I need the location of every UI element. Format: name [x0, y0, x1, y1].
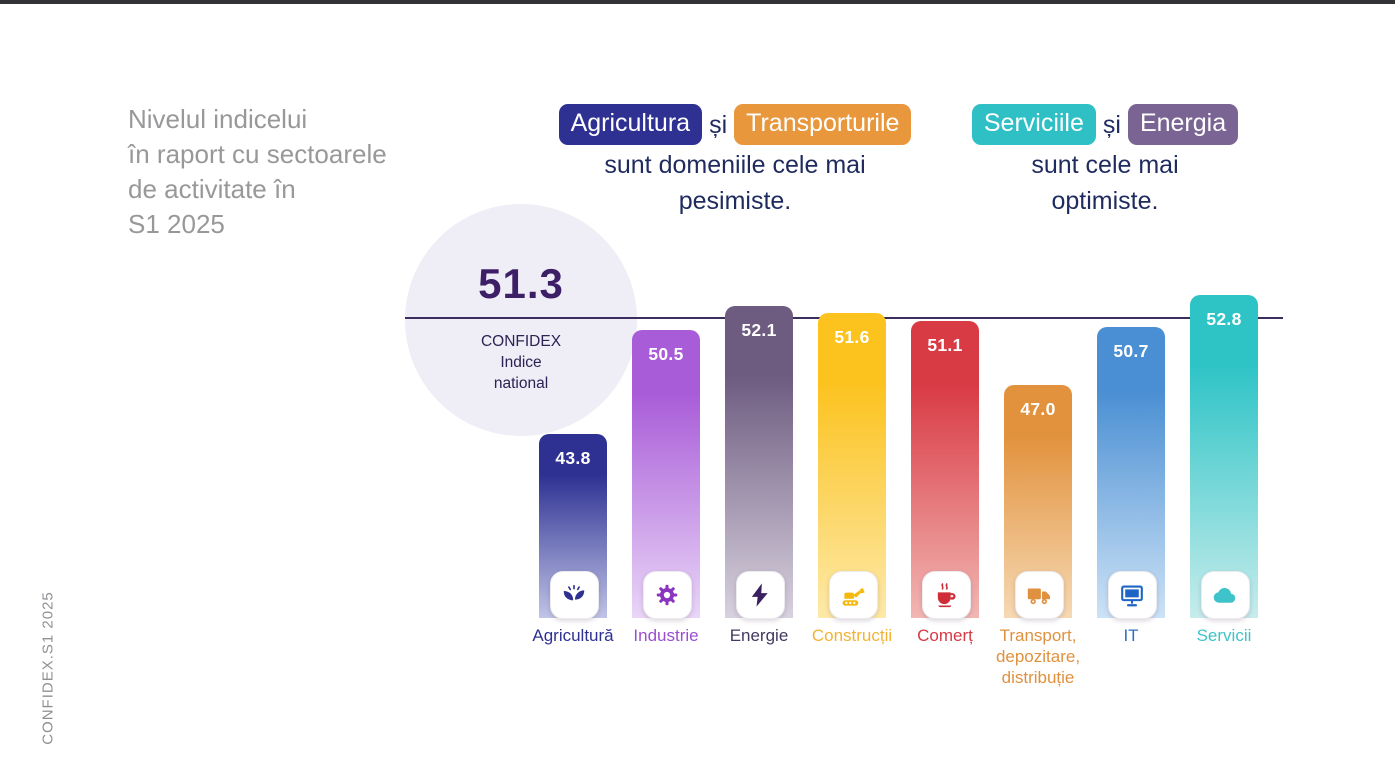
bar-value-label: 51.1 [927, 335, 963, 356]
headline-text-line: pesimiste. [678, 187, 792, 215]
bar-industrie: 50.5 [632, 330, 700, 618]
cloud-icon [1200, 571, 1250, 619]
monitor-icon [1107, 571, 1157, 619]
caption-line: Indice [500, 354, 542, 371]
bar-value-label: 43.8 [555, 448, 591, 469]
bar-it: 50.7 [1097, 327, 1165, 618]
conjunction-text: și [709, 110, 728, 139]
bar-constructii: 51.6 [818, 313, 886, 618]
bar-value-label: 50.7 [1113, 341, 1149, 362]
industry-gear-icon [642, 571, 692, 619]
bar-category-label: Servicii [1196, 626, 1252, 645]
national-index-circle [405, 204, 637, 436]
bar-value-label: 52.1 [741, 319, 777, 340]
headline-pill-row: Agricultura și Transporturile [520, 104, 950, 145]
bar-category-label: Comerț [917, 626, 973, 645]
caption-line: national [493, 375, 549, 392]
highlight-pill-serviciile: Serviciile [971, 104, 1096, 145]
title-line: S1 2025 [128, 209, 225, 239]
agriculture-plant-icon [549, 571, 599, 619]
top-border-strip [0, 0, 1395, 4]
bar-category-label: Energie [729, 626, 789, 645]
highlight-pill-transporturile: Transporturile [734, 104, 912, 145]
headline-optimistic: Serviciile și Energia sunt cele mai opti… [938, 104, 1272, 219]
chart-title: Nivelul indicelui în raport cu sectoarel… [128, 102, 468, 242]
bar-category-label: Transport, depozitare, distribuție [995, 626, 1081, 687]
national-index-value: 51.3 [478, 260, 564, 307]
excavator-icon [828, 571, 878, 619]
bar-category-label: Agricultură [532, 626, 614, 645]
bar-category-label: Construcții [811, 626, 893, 645]
bar-servicii: 52.8 [1190, 294, 1258, 618]
bar-category-label: Industrie [633, 626, 699, 645]
lightning-icon [735, 571, 785, 619]
headline-pill-row: Serviciile și Energia [938, 104, 1272, 145]
highlight-pill-energia: Energia [1127, 104, 1239, 145]
headline-pessimistic: Agricultura și Transporturile sunt domen… [520, 104, 950, 219]
headline-text-line: sunt domeniile cele mai [604, 151, 866, 179]
bar-energie: 52.1 [725, 305, 793, 618]
conjunction-text: și [1102, 110, 1121, 139]
headline-text-line: optimiste. [1051, 187, 1159, 215]
headline-text-line: sunt cele mai [1031, 151, 1179, 179]
coffee-cup-icon [921, 571, 971, 619]
truck-icon [1014, 571, 1064, 619]
national-index-caption: CONFIDEX Indice national [405, 331, 637, 394]
highlight-pill-agricultura: Agricultura [558, 104, 703, 145]
bar-value-label: 47.0 [1020, 398, 1056, 419]
caption-line: CONFIDEX [480, 333, 562, 350]
bar-value-label: 50.5 [648, 344, 684, 365]
bar-value-label: 51.6 [834, 327, 870, 348]
bar-value-label: 52.8 [1206, 308, 1242, 329]
title-line: de activitate în [128, 174, 296, 204]
title-line: Nivelul indicelui [128, 104, 308, 134]
title-line: în raport cu sectoarele [128, 139, 387, 169]
bar-comert: 51.1 [911, 321, 979, 618]
bar-category-label: IT [1123, 626, 1139, 645]
